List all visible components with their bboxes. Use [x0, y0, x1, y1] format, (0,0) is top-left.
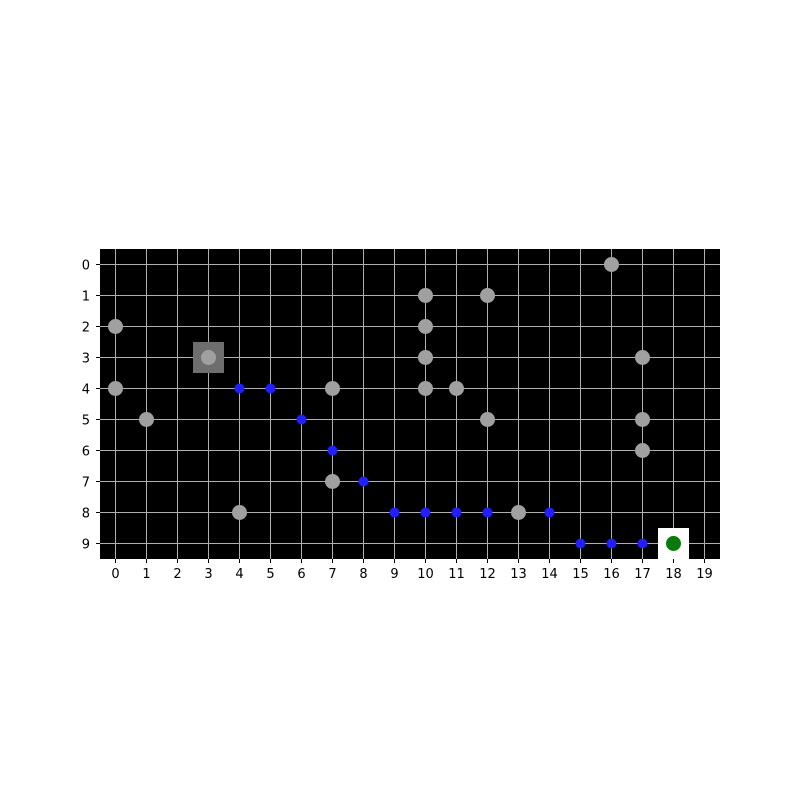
path-point — [544, 507, 555, 518]
y-tick-label: 5 — [82, 414, 90, 429]
obstacle-dot — [480, 412, 495, 427]
x-tick-label: 6 — [297, 567, 305, 582]
agent-layer — [666, 536, 681, 551]
x-tick-label: 4 — [235, 567, 243, 582]
y-tick-label: 3 — [82, 352, 90, 367]
obstacle-dot — [604, 257, 619, 272]
x-tick-label: 9 — [390, 567, 398, 582]
x-tick-label: 19 — [696, 567, 713, 582]
obstacle-dot — [418, 381, 433, 396]
x-tick-label: 13 — [510, 567, 527, 582]
x-tick-label: 2 — [173, 567, 181, 582]
y-tick-label: 7 — [82, 476, 90, 491]
obstacle-dot — [418, 288, 433, 303]
path-point — [575, 538, 586, 549]
y-tick-label: 9 — [82, 538, 90, 553]
obstacle-dot — [201, 350, 216, 365]
x-tick-label: 12 — [479, 567, 496, 582]
obstacle-dot — [325, 474, 340, 489]
x-tick-label: 17 — [634, 567, 651, 582]
obstacle-dot — [418, 319, 433, 334]
path-point — [389, 507, 400, 518]
obstacle-dot — [635, 350, 650, 365]
x-tick-label: 16 — [603, 567, 620, 582]
obstacles — [108, 257, 650, 520]
path-point — [358, 476, 369, 487]
x-tick-label: 1 — [142, 567, 150, 582]
obstacle-dot — [511, 505, 526, 520]
path-points — [234, 383, 648, 549]
x-tick-label: 11 — [448, 567, 465, 582]
x-tick-label: 0 — [111, 567, 119, 582]
x-tick-label: 5 — [266, 567, 274, 582]
obstacle-dot — [108, 319, 123, 334]
x-tick-label: 3 — [204, 567, 212, 582]
y-tick-label: 8 — [82, 507, 90, 522]
x-tick-label: 8 — [359, 567, 367, 582]
path-point — [234, 383, 245, 394]
obstacle-dot — [480, 288, 495, 303]
obstacle-dot — [232, 505, 247, 520]
y-tick-label: 1 — [82, 290, 90, 305]
x-tick-label: 10 — [417, 567, 434, 582]
path-point — [296, 414, 307, 425]
y-axis-ticks: 0 1 2 3 4 5 6 7 8 9 — [82, 259, 100, 553]
y-tick-label: 4 — [82, 383, 90, 398]
obstacle-dot — [139, 412, 154, 427]
y-tick-label: 6 — [82, 445, 90, 460]
obstacle-dot — [108, 381, 123, 396]
path-point — [637, 538, 648, 549]
obstacle-dot — [635, 412, 650, 427]
x-tick-label: 7 — [328, 567, 336, 582]
x-axis-ticks: 0 1 2 3 4 5 6 7 8 9 10 11 12 13 14 15 16 17 18 19 — [111, 559, 713, 582]
x-tick-label: 15 — [572, 567, 589, 582]
obstacle-dot — [418, 350, 433, 365]
path-point — [420, 507, 431, 518]
y-tick-label: 2 — [82, 321, 90, 336]
path-point — [482, 507, 493, 518]
path-point — [327, 445, 338, 456]
obstacle-dot — [325, 381, 340, 396]
path-point — [451, 507, 462, 518]
grid-background — [100, 249, 720, 559]
agent-dot — [666, 536, 681, 551]
path-point — [265, 383, 276, 394]
grid-lines — [100, 249, 720, 559]
x-tick-label: 14 — [541, 567, 558, 582]
x-tick-label: 18 — [665, 567, 682, 582]
obstacle-dot — [449, 381, 464, 396]
path-point — [606, 538, 617, 549]
obstacle-dot — [635, 443, 650, 458]
y-tick-label: 0 — [82, 259, 90, 274]
